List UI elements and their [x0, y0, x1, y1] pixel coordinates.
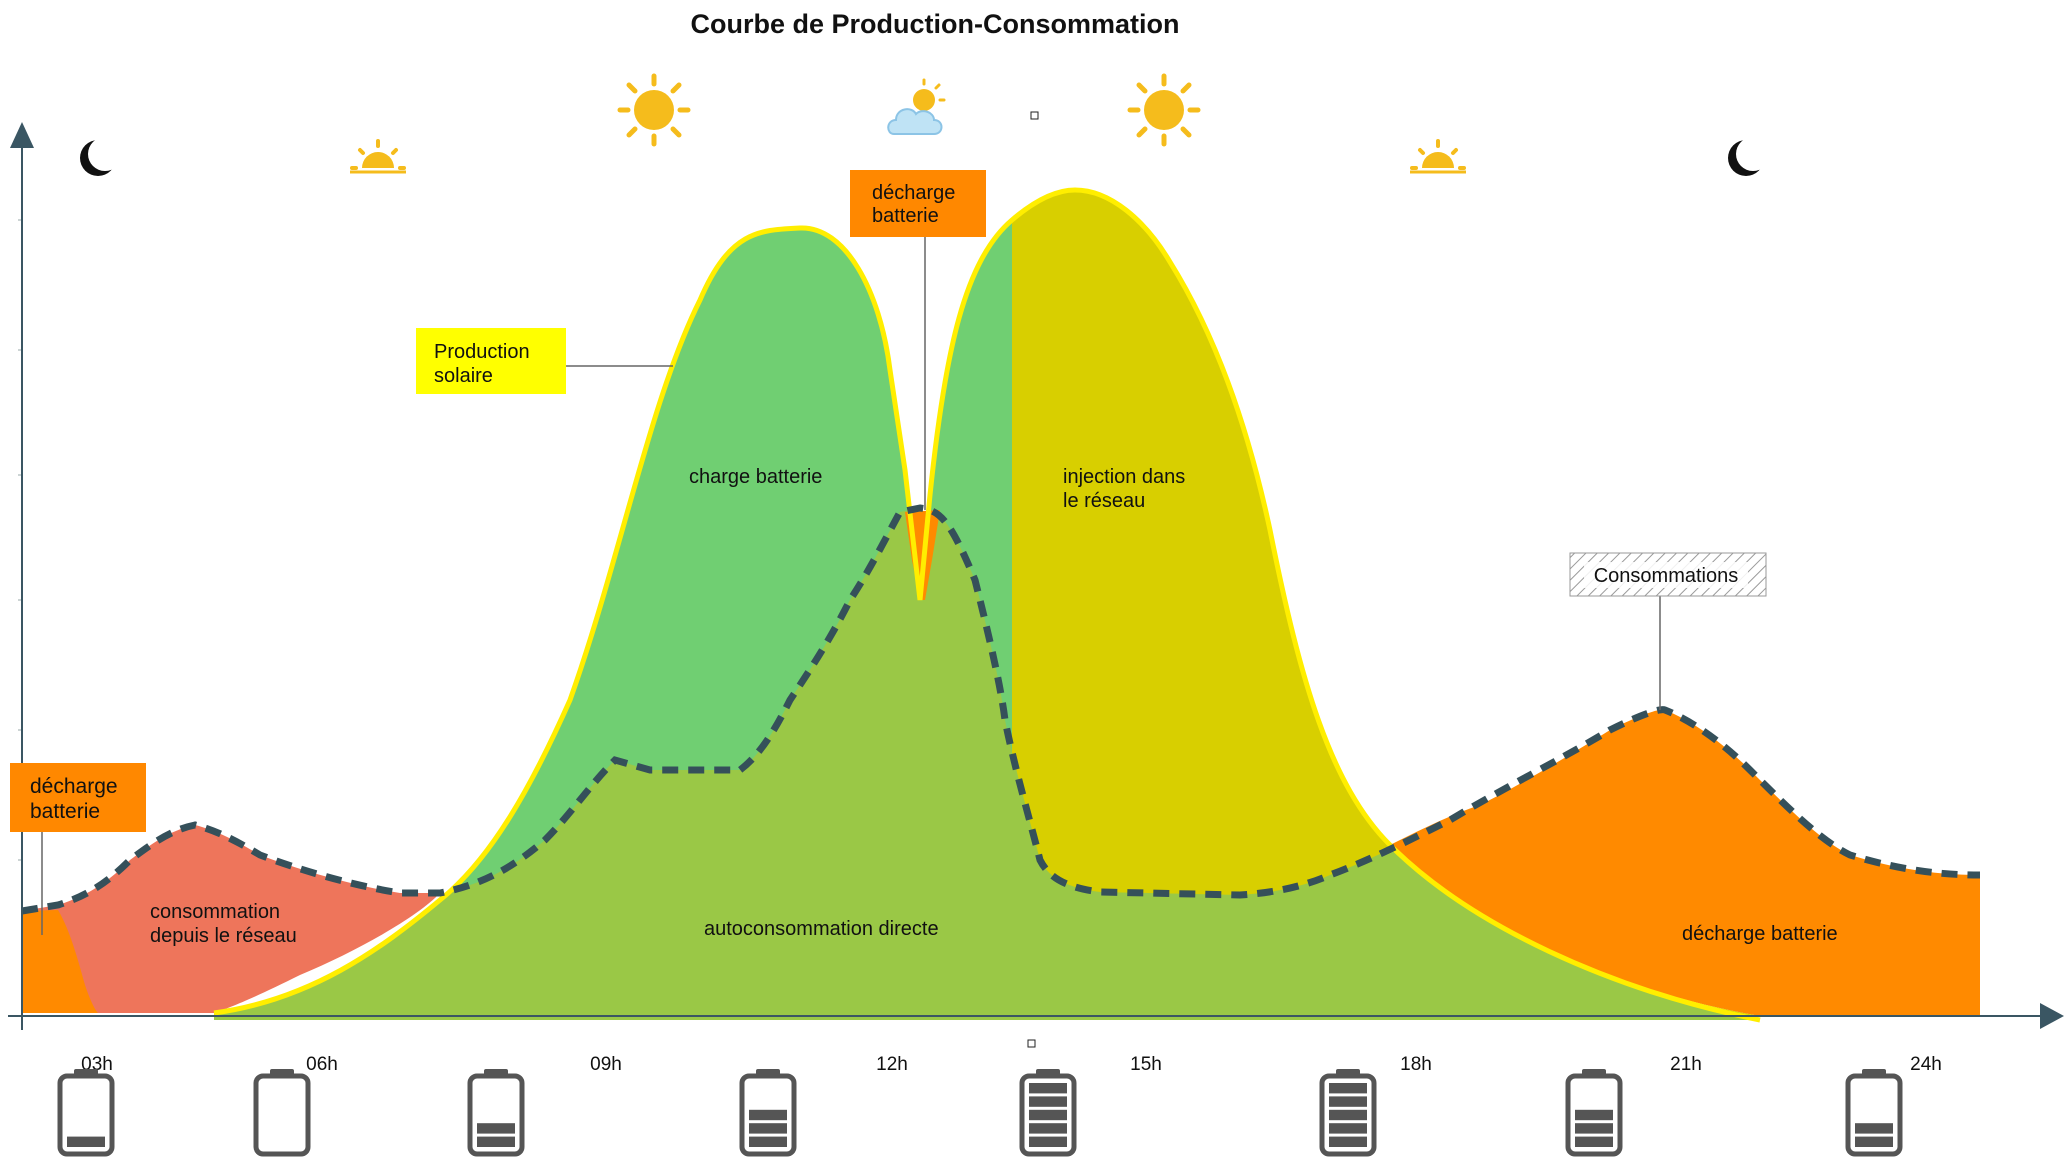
battery-indicators [57, 1069, 1903, 1157]
battery-segment [1329, 1123, 1367, 1134]
grid-injection-label-line1: injection dans [1063, 466, 1185, 488]
battery-icon [1845, 1069, 1903, 1157]
battery-segment [1329, 1109, 1367, 1121]
battery-body [57, 1073, 115, 1157]
callout-production-line2: solaire [434, 365, 493, 387]
hour-label-21h: 21h [1670, 1054, 1702, 1075]
battery-segment [477, 1123, 515, 1134]
callout-decharge-left-box [10, 763, 146, 832]
battery-icon [1019, 1069, 1077, 1157]
hour-label-06h: 06h [306, 1054, 338, 1075]
battery-segment [1575, 1109, 1613, 1121]
callout-decharge-top-box [850, 170, 986, 237]
battery-icon [1565, 1069, 1623, 1157]
callout-consommations-label-bg [1584, 562, 1748, 588]
battery-segment [1855, 1136, 1893, 1147]
battery-segment [749, 1123, 787, 1134]
grid-consumption-area [22, 825, 440, 1013]
marker-square-icon [1027, 1039, 1036, 1048]
battery-segment [1575, 1123, 1613, 1134]
region-labels: consommation depuis le réseau charge bat… [150, 466, 1838, 947]
axes [8, 122, 2064, 1030]
battery-body [1845, 1073, 1903, 1157]
battery-segment [1029, 1123, 1067, 1134]
left-discharge-area [22, 910, 98, 1013]
battery-body [467, 1073, 525, 1157]
marker-square-icon [1030, 111, 1039, 120]
battery-segment [749, 1136, 787, 1147]
consumption-curve [21, 504, 1981, 915]
callout-production-line1: Production [434, 341, 530, 363]
evening-discharge-label: décharge batterie [1682, 923, 1838, 945]
callout-production-box [416, 328, 566, 394]
callout-decharge-left-line2: batterie [30, 800, 100, 823]
battery-segment [1029, 1083, 1067, 1094]
grid-injection-area [1012, 190, 1760, 1016]
hour-labels: 03h 06h 09h 12h 15h 18h 21h 24h [81, 1054, 1942, 1075]
battery-segment [67, 1136, 105, 1147]
battery-segment [1329, 1083, 1367, 1094]
callout-decharge-left: décharge batterie [10, 763, 146, 935]
area-layers [22, 190, 1980, 1020]
sun-icon [617, 73, 691, 147]
battery-icon [467, 1069, 525, 1157]
battery-segment [1329, 1136, 1367, 1147]
battery-segment [749, 1109, 787, 1121]
hour-label-15h: 15h [1130, 1054, 1162, 1075]
battery-icon [1319, 1069, 1377, 1157]
battery-segment [1029, 1109, 1067, 1121]
y-axis-arrow [10, 122, 34, 148]
callout-decharge-top-line2: batterie [872, 205, 939, 227]
battery-segment [1855, 1123, 1893, 1134]
battery-segment [477, 1136, 515, 1147]
evening-discharge-area [1390, 709, 1980, 1016]
direct-selfconsumption-label: autoconsommation directe [704, 918, 939, 940]
hour-label-18h: 18h [1400, 1054, 1432, 1075]
production-curve [213, 187, 1761, 1023]
hour-label-24h: 24h [1910, 1054, 1942, 1075]
battery-segment [1029, 1096, 1067, 1107]
battery-segment [1029, 1136, 1067, 1147]
grid-injection-label-line2: le réseau [1063, 490, 1145, 512]
callout-production: Production solaire [416, 328, 673, 394]
grid-consumption-label-line1: consommation [150, 901, 280, 923]
battery-segment [1329, 1096, 1367, 1107]
moon-icon [1728, 137, 1770, 176]
hour-label-09h: 09h [590, 1054, 622, 1075]
battery-body [253, 1073, 311, 1157]
grid-consumption-label-line2: depuis le réseau [150, 925, 297, 947]
sun-icon [1127, 73, 1201, 147]
sunrise-icon [350, 139, 406, 174]
sun-cloud-icon [887, 78, 946, 135]
moon-icon [80, 137, 122, 176]
callout-consommations-text: Consommations [1594, 565, 1739, 587]
hour-label-12h: 12h [876, 1054, 908, 1075]
battery-icon [253, 1069, 311, 1157]
battery-charge-label: charge batterie [689, 466, 822, 488]
callout-decharge-left-line1: décharge [30, 775, 118, 798]
battery-icon [57, 1069, 115, 1157]
sky-icons [80, 73, 1770, 1048]
battery-icon [739, 1069, 797, 1157]
sunset-icon [1410, 139, 1466, 174]
callout-decharge-top: décharge batterie [850, 170, 986, 510]
callout-consommations: Consommations [1569, 552, 1767, 710]
battery-segment [1575, 1136, 1613, 1147]
page-title: Courbe de Production-Consommation [691, 9, 1180, 39]
callout-decharge-top-line1: décharge [872, 182, 955, 204]
x-axis-arrow [2040, 1003, 2064, 1029]
